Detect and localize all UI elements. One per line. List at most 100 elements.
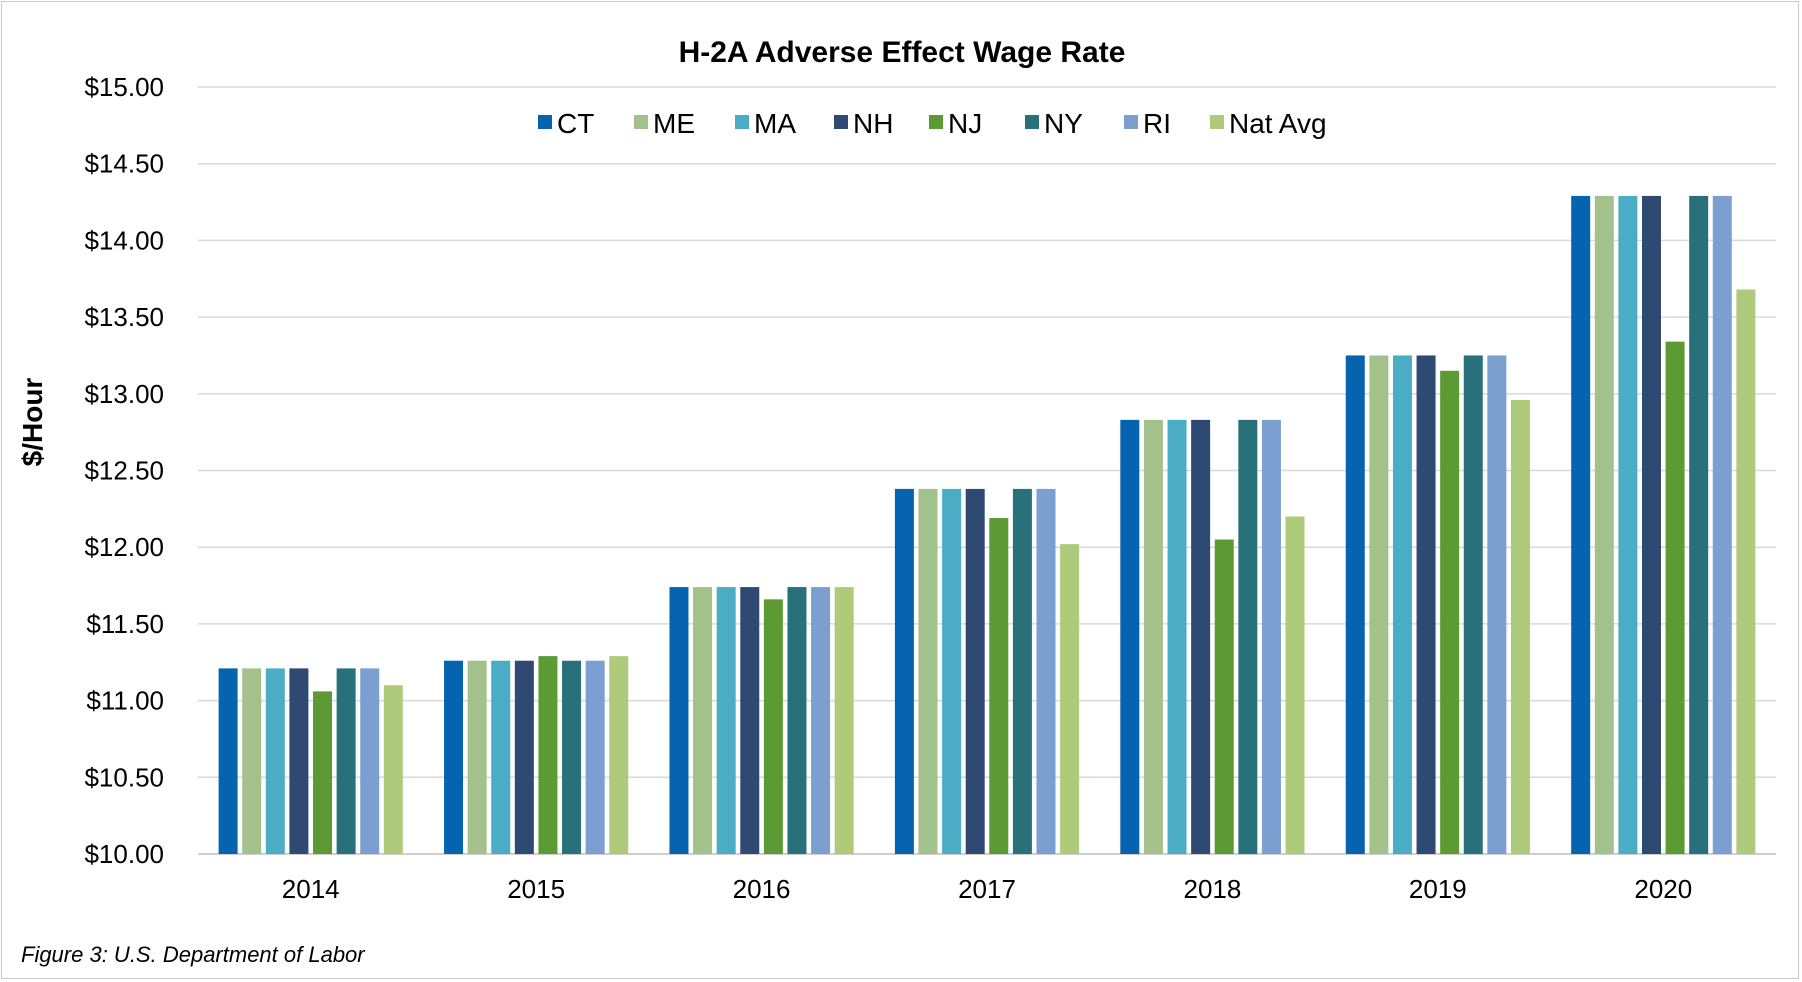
y-tick-label: $12.00: [84, 532, 164, 562]
bar: [609, 656, 629, 854]
y-tick-label: $14.00: [84, 225, 164, 255]
bar: [585, 660, 605, 854]
chart-title: H-2A Adverse Effect Wage Rate: [679, 36, 1126, 69]
gridlines: [198, 86, 1776, 855]
bar: [1736, 289, 1756, 854]
y-tick-label: $10.00: [84, 839, 164, 869]
bar: [811, 587, 831, 854]
bar: [336, 668, 356, 854]
bar: [1167, 419, 1187, 854]
bar: [834, 587, 854, 854]
bar: [1641, 195, 1661, 854]
legend-swatch: [1210, 115, 1224, 129]
y-tick-label: $10.50: [84, 762, 164, 792]
legend-label: NH: [853, 108, 893, 139]
legend-swatch: [929, 115, 943, 129]
bar: [313, 691, 333, 854]
bar: [538, 656, 558, 854]
bar: [562, 660, 582, 854]
bar: [1261, 419, 1281, 854]
bar: [1392, 355, 1412, 854]
bar: [965, 488, 985, 854]
bar: [669, 587, 689, 854]
bar: [1036, 488, 1056, 854]
bar: [1712, 195, 1732, 854]
bar: [989, 518, 1009, 854]
bar: [918, 488, 938, 854]
y-tick-label: $11.00: [86, 686, 164, 716]
bar: [942, 488, 962, 854]
legend: CT ME MA NH NJ NY RI Nat Avg: [538, 108, 1327, 139]
bar: [1369, 355, 1389, 854]
bar: [740, 587, 760, 854]
bar: [1487, 355, 1507, 854]
y-tick-label: $12.50: [84, 456, 164, 486]
bar: [289, 668, 309, 854]
x-tick-label: 2019: [1409, 874, 1467, 904]
bar: [1618, 195, 1638, 854]
legend-label: ME: [653, 108, 695, 139]
legend-label: Nat Avg: [1229, 108, 1327, 139]
bar: [1191, 419, 1211, 854]
bar: [360, 668, 380, 854]
y-tick-label: $13.50: [84, 302, 164, 332]
y-tick-label: $11.50: [86, 609, 164, 639]
bars: [218, 195, 1756, 854]
figure-caption: Figure 3: U.S. Department of Labor: [21, 942, 365, 967]
x-tick-label: 2014: [282, 874, 340, 904]
x-tick-label: 2016: [733, 874, 791, 904]
bar: [1143, 419, 1163, 854]
legend-swatch: [1025, 115, 1039, 129]
legend-label: NY: [1044, 108, 1083, 139]
y-axis-label: $/Hour: [17, 378, 48, 467]
bar: [1571, 195, 1591, 854]
bar: [1285, 516, 1305, 854]
x-tick-label: 2017: [958, 874, 1016, 904]
bar: [265, 668, 285, 854]
bar: [1238, 419, 1258, 854]
bar: [1012, 488, 1032, 854]
x-tick-label: 2018: [1184, 874, 1242, 904]
bar: [1416, 355, 1436, 854]
bar: [1510, 399, 1530, 854]
bar: [693, 587, 713, 854]
legend-swatch: [1124, 115, 1138, 129]
legend-swatch: [538, 115, 552, 129]
bar: [763, 599, 783, 854]
bar: [1665, 341, 1685, 854]
legend-label: MA: [754, 108, 796, 139]
bar: [444, 660, 464, 854]
legend-swatch: [735, 115, 749, 129]
bar: [1120, 419, 1140, 854]
bar: [383, 685, 403, 854]
legend-label: RI: [1143, 108, 1171, 139]
bar: [467, 660, 487, 854]
bar: [1463, 355, 1483, 854]
bar: [1594, 195, 1614, 854]
bar: [894, 488, 914, 854]
y-tick-label: $13.00: [84, 379, 164, 409]
y-axis-ticks: $10.00 $10.50 $11.00 $11.50 $12.00 $12.50 $13.…: [84, 72, 164, 869]
legend-label: NJ: [948, 108, 982, 139]
bar: [491, 660, 511, 854]
bar: [218, 668, 238, 854]
x-axis-ticks: 2014 2015 2016 2017 2018 2019 2020: [282, 874, 1692, 904]
legend-swatch: [634, 115, 648, 129]
bar: [1214, 539, 1234, 854]
bar: [242, 668, 262, 854]
x-tick-label: 2020: [1634, 874, 1692, 904]
legend-label: CT: [557, 108, 594, 139]
bar: [1060, 544, 1080, 854]
bar: [1689, 195, 1709, 854]
legend-swatch: [834, 115, 848, 129]
bar: [787, 587, 807, 854]
y-tick-label: $15.00: [84, 72, 164, 102]
x-tick-label: 2015: [507, 874, 565, 904]
y-tick-label: $14.50: [84, 149, 164, 179]
bar: [716, 587, 736, 854]
bar: [1440, 370, 1460, 854]
bar: [514, 660, 534, 854]
bar: [1345, 355, 1365, 854]
